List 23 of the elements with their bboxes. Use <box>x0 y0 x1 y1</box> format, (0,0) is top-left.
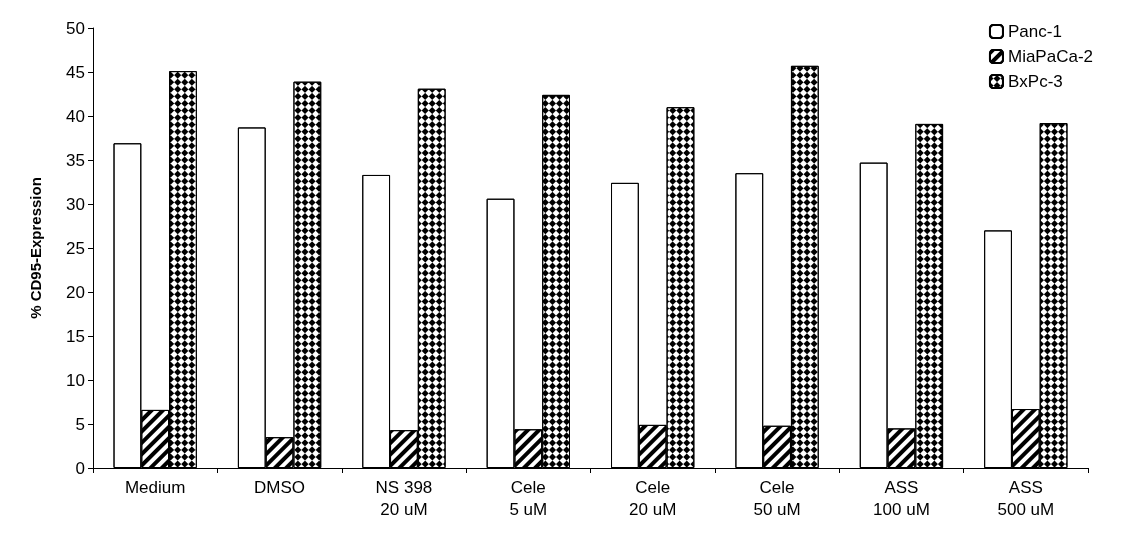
x-tick-label: Medium <box>124 477 186 497</box>
x-tick-label: Cele 5 uM <box>509 477 548 519</box>
y-tick-label: 20 <box>66 282 85 302</box>
y-tick-label: 50 <box>66 18 85 38</box>
y-tick-label: 10 <box>66 370 85 390</box>
y-tick-label: 45 <box>66 62 85 82</box>
x-tick-label: Cele 20 uM <box>629 477 677 519</box>
y-tick-label: 30 <box>66 194 85 214</box>
legend-label: MiaPaCa-2 <box>1007 47 1094 66</box>
legend-label: Panc-1 <box>1007 22 1062 41</box>
y-tick-label: 5 <box>75 414 85 434</box>
x-tick-label: DMSO <box>254 477 306 497</box>
x-tick-label: NS 398 20 uM <box>375 477 433 519</box>
y-tick-label: 0 <box>75 458 85 478</box>
y-tick-label: 15 <box>66 326 85 346</box>
x-tick-label: Cele 50 uM <box>753 477 801 519</box>
y-tick-label: 40 <box>66 106 85 126</box>
y-axis-title: % CD95-Expression <box>27 177 44 319</box>
x-tick-label: ASS 500 uM <box>997 477 1055 519</box>
x-tick-label: ASS 100 uM <box>873 477 930 519</box>
y-tick-label: 25 <box>66 238 85 258</box>
legend-label: BxPc-3 <box>1007 72 1063 91</box>
y-tick-label: 35 <box>66 150 85 170</box>
